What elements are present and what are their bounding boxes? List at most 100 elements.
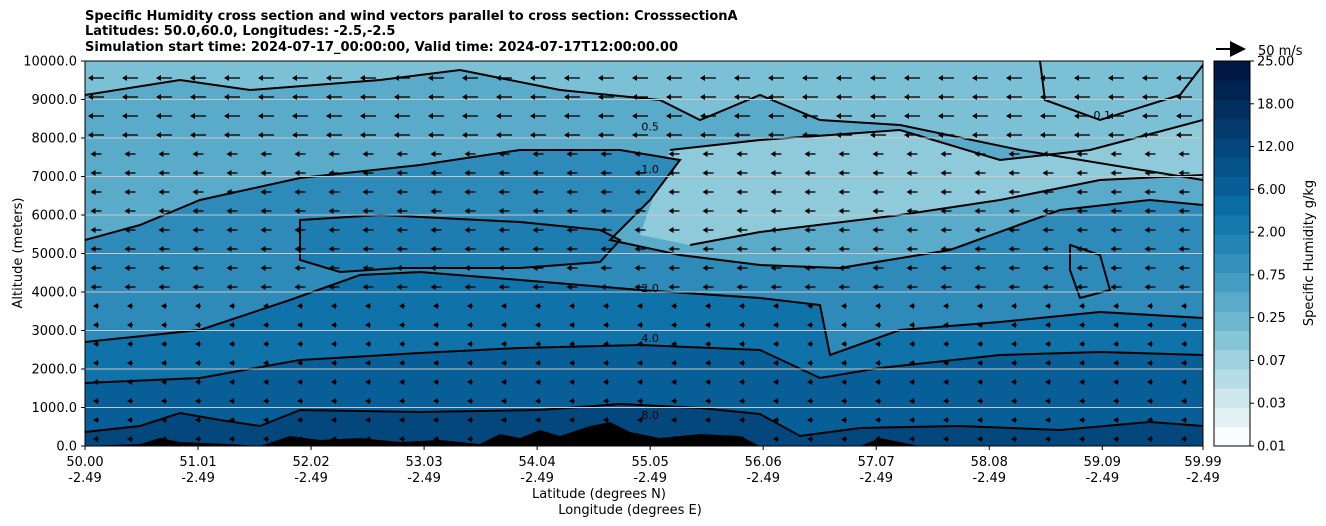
colorbar-segment [1214, 426, 1250, 447]
wind-vector-head [158, 246, 164, 252]
x-axis-label-latitude: Latitude (degrees N) [532, 487, 666, 502]
wind-vector-head [1045, 436, 1050, 442]
wind-vector-head [326, 75, 331, 81]
wind-vector-head [530, 113, 535, 119]
wind-vector-head [399, 417, 404, 423]
wind-vector-head [535, 398, 540, 404]
wind-vector-head [802, 113, 807, 119]
wind-vector-head [430, 284, 436, 290]
contour-2-pocket [299, 213, 622, 274]
wind-vector-head [535, 379, 540, 385]
x-tick-label-lon: -2.49 [633, 471, 667, 486]
wind-vector-head [943, 436, 948, 442]
humidity-band-dry-plume [640, 120, 1203, 245]
wind-vector-head [192, 284, 198, 290]
wind-vector-head [1079, 360, 1084, 366]
wind-vector-head [938, 75, 943, 81]
wind-vector-head [467, 379, 472, 385]
wind-vector-head [875, 360, 880, 366]
wind-vector-head [93, 379, 98, 385]
wind-vector-head [328, 227, 334, 233]
wind-vector-head [331, 436, 336, 442]
wind-vector-head [773, 436, 778, 442]
wind-vector-head [190, 94, 195, 100]
grid-lines [85, 99, 1203, 408]
wind-vector-head [1110, 170, 1116, 176]
wind-vector-head [229, 322, 234, 328]
wind-vector-head [192, 151, 198, 157]
y-axis: 0.0 1000.0 2000.0 3000.0 4000.0 5000.0 6000.0 7… [23, 55, 85, 455]
wind-vector-head [836, 75, 841, 81]
wind-vector-head [88, 132, 93, 138]
wind-vector-head [870, 113, 875, 119]
wind-vector-head [501, 379, 506, 385]
colorbar-tick-label: 2.00 [1257, 226, 1286, 241]
wind-vector-head [739, 303, 744, 309]
wind-vector-head [838, 208, 844, 214]
wind-vector-head [1076, 284, 1082, 290]
wind-reference-label: 50 m/s [1258, 44, 1303, 59]
wind-vector-head [768, 113, 773, 119]
wind-vector-head [1042, 170, 1048, 176]
wind-vector-head [124, 227, 130, 233]
wind-vector-head [1181, 436, 1186, 442]
wind-vector-head [464, 170, 470, 176]
wind-vector-head [904, 113, 909, 119]
wind-vector-head [158, 284, 164, 290]
wind-vector-head [943, 341, 948, 347]
contour-0-5 [689, 174, 1203, 246]
wind-vector-head [226, 227, 232, 233]
wind-vector-head [1144, 284, 1150, 290]
wind-vector-head [977, 303, 982, 309]
wind-vector-head [739, 341, 744, 347]
wind-vector-head [603, 436, 608, 442]
wind-vector-head [1176, 132, 1181, 138]
wind-vector-head [569, 341, 574, 347]
wind-vector-head [668, 208, 674, 214]
wind-vector-head [331, 417, 336, 423]
wind-vector-head [1113, 322, 1118, 328]
wind-vector-head [940, 246, 946, 252]
wind-vector-head [972, 75, 977, 81]
wind-vector-head [396, 208, 402, 214]
wind-vector-head [875, 322, 880, 328]
wind-vector-head [294, 265, 300, 271]
wind-vector-head [190, 132, 195, 138]
wind-vector-head [566, 246, 572, 252]
wind-vector-head [773, 341, 778, 347]
wind-vector-head [1142, 113, 1147, 119]
x-tick-label-lon: -2.49 [181, 471, 215, 486]
wind-vector-head [535, 360, 540, 366]
wind-vector-head [1040, 94, 1045, 100]
wind-vector-head [122, 94, 127, 100]
y-tick-label: 10000.0 [23, 55, 77, 70]
colorbar-segment [1214, 176, 1250, 197]
wind-vector-head [671, 360, 676, 366]
wind-vector-head [433, 417, 438, 423]
x-axis-label-longitude: Longitude (degrees E) [558, 503, 702, 518]
plot-area [85, 61, 1203, 446]
wind-vector-head [668, 189, 674, 195]
wind-vector-head [872, 208, 878, 214]
wind-vector-head [1181, 303, 1186, 309]
wind-vector-head [1008, 151, 1014, 157]
wind-vector-head [362, 227, 368, 233]
wind-vector-head [1110, 189, 1116, 195]
wind-vector-head [399, 379, 404, 385]
wind-vector-head [1008, 284, 1014, 290]
wind-vector-head [360, 75, 365, 81]
wind-vector-head [1108, 113, 1113, 119]
wind-vector-head [598, 132, 603, 138]
wind-vector-head [872, 227, 878, 233]
wind-vector-head [263, 360, 268, 366]
wind-vector-head [598, 75, 603, 81]
wind-vector-head [156, 113, 161, 119]
wind-vector-head [156, 132, 161, 138]
wind-vector-head [396, 151, 402, 157]
wind-vector-head [872, 170, 878, 176]
wind-vector-head [977, 436, 982, 442]
wind-vector-head [977, 379, 982, 385]
wind-vector-head [841, 398, 846, 404]
wind-vector-head [399, 322, 404, 328]
wind-vector-head [501, 436, 506, 442]
